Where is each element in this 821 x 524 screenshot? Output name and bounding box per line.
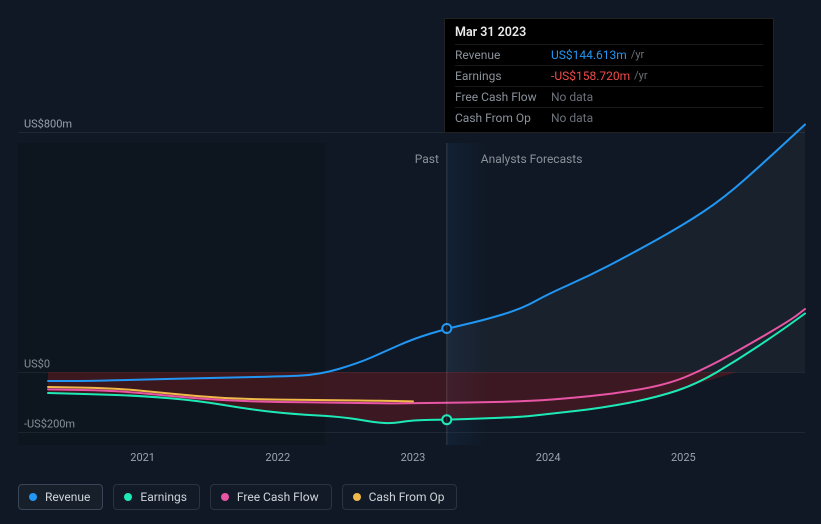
tooltip-title: Mar 31 2023 <box>455 25 763 44</box>
legend-item-free_cash_flow[interactable]: Free Cash Flow <box>210 484 332 510</box>
legend-dot-icon <box>29 493 37 501</box>
tooltip-row: Cash From OpNo data <box>455 107 763 128</box>
tooltip-value: US$144.613m <box>551 47 627 63</box>
legend-item-cash_from_op[interactable]: Cash From Op <box>342 484 458 510</box>
chart-legend: Revenue Earnings Free Cash Flow Cash From O… <box>18 484 457 510</box>
tooltip-key: Cash From Op <box>455 110 551 126</box>
revenue-forecast-area <box>447 125 805 373</box>
legend-item-earnings[interactable]: Earnings <box>113 484 200 510</box>
legend-dot-icon <box>221 493 229 501</box>
legend-label: Free Cash Flow <box>237 490 319 504</box>
tooltip-row: RevenueUS$144.613m/yr <box>455 44 763 65</box>
tooltip-row: Earnings-US$158.720m/yr <box>455 65 763 86</box>
tooltip-value: No data <box>551 110 593 126</box>
chart-tooltip: Mar 31 2023 RevenueUS$144.613m/yrEarning… <box>444 18 774 133</box>
legend-label: Cash From Op <box>369 490 445 504</box>
tooltip-suffix: /yr <box>631 47 644 63</box>
tooltip-key: Revenue <box>455 47 551 63</box>
tooltip-row: Free Cash FlowNo data <box>455 86 763 107</box>
tooltip-key: Earnings <box>455 68 551 84</box>
legend-label: Revenue <box>45 490 90 504</box>
legend-item-revenue[interactable]: Revenue <box>18 484 103 510</box>
legend-dot-icon <box>353 493 361 501</box>
legend-label: Earnings <box>140 490 187 504</box>
tooltip-value: No data <box>551 89 593 105</box>
tooltip-value: -US$158.720m <box>551 68 630 84</box>
tooltip-suffix: /yr <box>634 68 647 84</box>
legend-dot-icon <box>124 493 132 501</box>
tooltip-key: Free Cash Flow <box>455 89 551 105</box>
